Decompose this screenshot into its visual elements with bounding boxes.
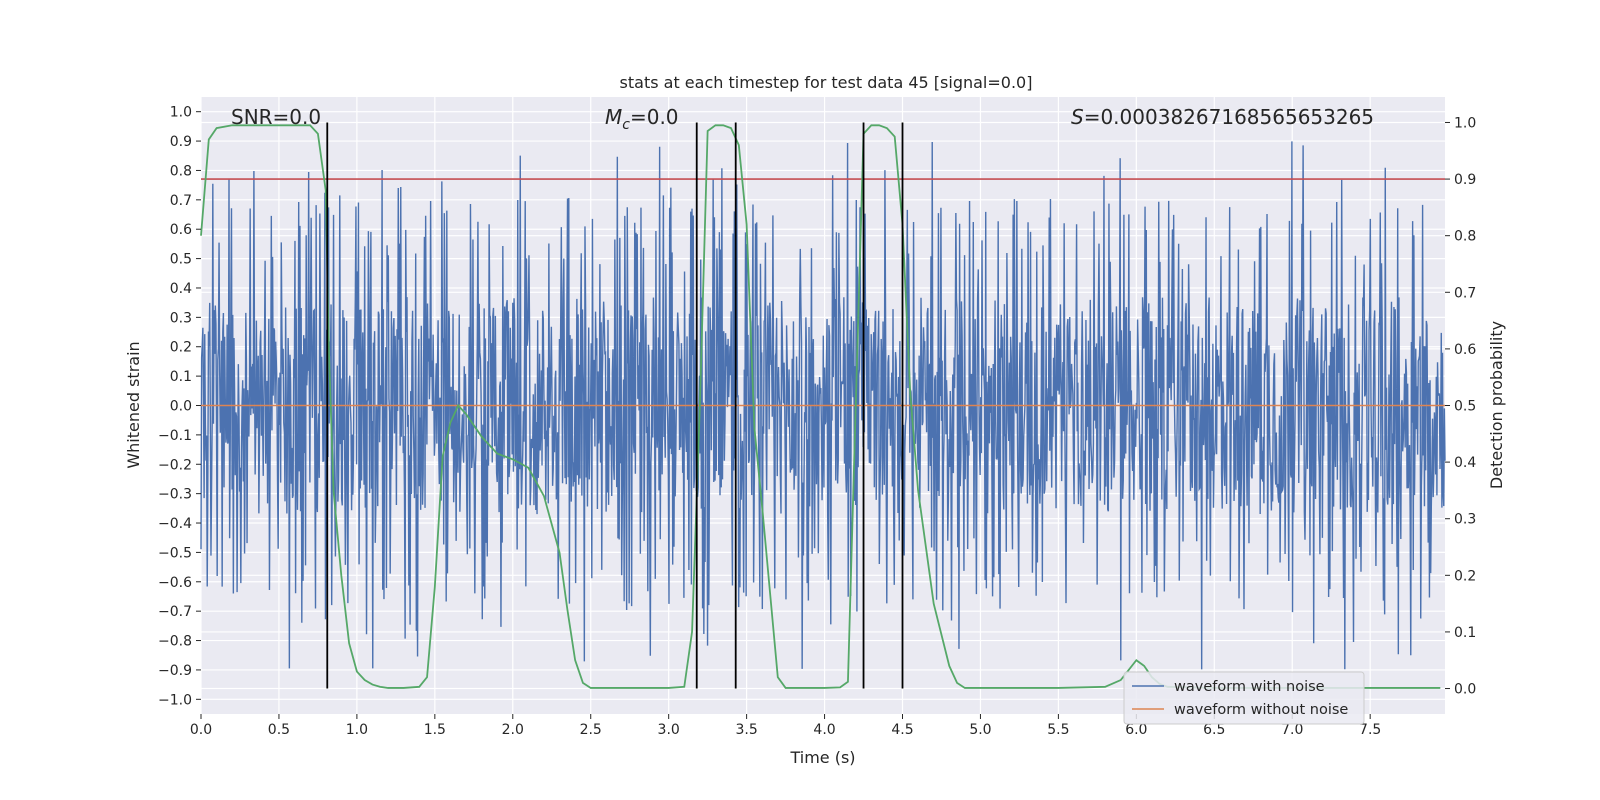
y-tick-label: −0.4 (158, 516, 192, 532)
y-tick-label: 0.2 (170, 340, 192, 356)
x-axis-ticks: 0.0 0.5 1.0 1.5 2.0 2.5 3.0 3.5 4.0 4.5 5.0 5.5 6.0 6… (190, 714, 1381, 738)
x-tick-label: 3.0 (658, 722, 680, 738)
y2-tick-label: 0.5 (1454, 399, 1476, 415)
waveform-with-noise-line (200, 141, 1446, 670)
y2-tick-label: 0.0 (1454, 682, 1476, 698)
x-tick-label: 6.0 (1125, 722, 1147, 738)
y-tick-label: 0.0 (170, 399, 192, 415)
y-tick-label: −0.7 (158, 604, 192, 620)
x-tick-label: 1.0 (346, 722, 368, 738)
y-tick-label: −0.9 (158, 663, 192, 679)
y2-tick-label: 0.8 (1454, 229, 1476, 245)
y2-tick-label: 0.3 (1454, 512, 1476, 528)
x-tick-label: 3.5 (735, 722, 757, 738)
y2-axis-ticks: 1.0 0.9 0.8 0.7 0.6 0.5 0.4 0.3 0.2 0.1 0.0 (1445, 115, 1476, 698)
y-tick-label: 0.8 (170, 163, 192, 179)
y-tick-label: −1.0 (158, 692, 192, 708)
y-tick-label: −0.1 (158, 428, 192, 444)
y-axis-ticks: 1.0 0.9 0.8 0.7 0.6 0.5 0.4 0.3 0.2 0.1 0.0 −0.1 −0.… (158, 105, 201, 708)
x-tick-label: 4.0 (813, 722, 835, 738)
x-tick-label: 1.5 (424, 722, 446, 738)
x-tick-label: 5.5 (1047, 722, 1069, 738)
y-tick-label: 0.4 (170, 281, 192, 297)
legend-label-noise: waveform with noise (1174, 679, 1325, 695)
legend-label-clean: waveform without noise (1174, 702, 1348, 718)
y2-tick-label: 0.6 (1454, 342, 1476, 358)
chart-title: stats at each timestep for test data 45 … (620, 73, 1033, 92)
x-tick-label: 0.5 (268, 722, 290, 738)
y-tick-label: 0.3 (170, 310, 192, 326)
x-tick-label: 2.0 (502, 722, 524, 738)
y-tick-label: −0.6 (158, 575, 192, 591)
x-tick-label: 5.0 (969, 722, 991, 738)
legend-box (1123, 671, 1365, 725)
y2-tick-label: 0.4 (1454, 455, 1476, 471)
x-tick-label: 0.0 (190, 722, 212, 738)
y-tick-label: 0.6 (170, 222, 192, 238)
y-tick-label: −0.3 (158, 487, 192, 503)
x-axis-label: Time (s) (789, 748, 855, 767)
y2-axis-label: Detection probability (1487, 321, 1506, 489)
y-tick-label: 0.5 (170, 252, 192, 268)
detection-probability-line (200, 124, 1441, 689)
y-tick-label: 0.9 (170, 134, 192, 150)
x-tick-label: 7.0 (1281, 722, 1303, 738)
y2-tick-label: 0.7 (1454, 285, 1476, 301)
y-axis-label: Whitened strain (124, 341, 143, 468)
statistic-annotation: S=0.00038267168565653265 (1071, 105, 1374, 129)
x-tick-label: 2.5 (580, 722, 602, 738)
y-tick-label: −0.8 (158, 634, 192, 650)
y2-tick-label: 0.1 (1454, 625, 1476, 641)
waveform-with-noise-series (200, 141, 1446, 670)
x-tick-label: 4.5 (891, 722, 913, 738)
y-tick-label: 0.1 (170, 369, 192, 385)
y2-tick-label: 0.9 (1454, 172, 1476, 188)
y-tick-label: 1.0 (170, 105, 192, 121)
y-tick-label: −0.5 (158, 545, 192, 561)
y2-tick-label: 0.2 (1454, 568, 1476, 584)
x-tick-label: 7.5 (1359, 722, 1381, 738)
x-tick-label: 6.5 (1203, 722, 1225, 738)
y-tick-label: 0.7 (170, 193, 192, 209)
chirp-mass-annotation: Mc=0.0 (605, 105, 679, 133)
y-tick-label: −0.2 (158, 457, 192, 473)
y2-tick-label: 1.0 (1454, 115, 1476, 131)
legend: waveform with noise waveform without noi… (1123, 671, 1365, 725)
snr-annotation: SNR=0.0 (231, 105, 321, 129)
overlay-lines (200, 122, 1445, 689)
